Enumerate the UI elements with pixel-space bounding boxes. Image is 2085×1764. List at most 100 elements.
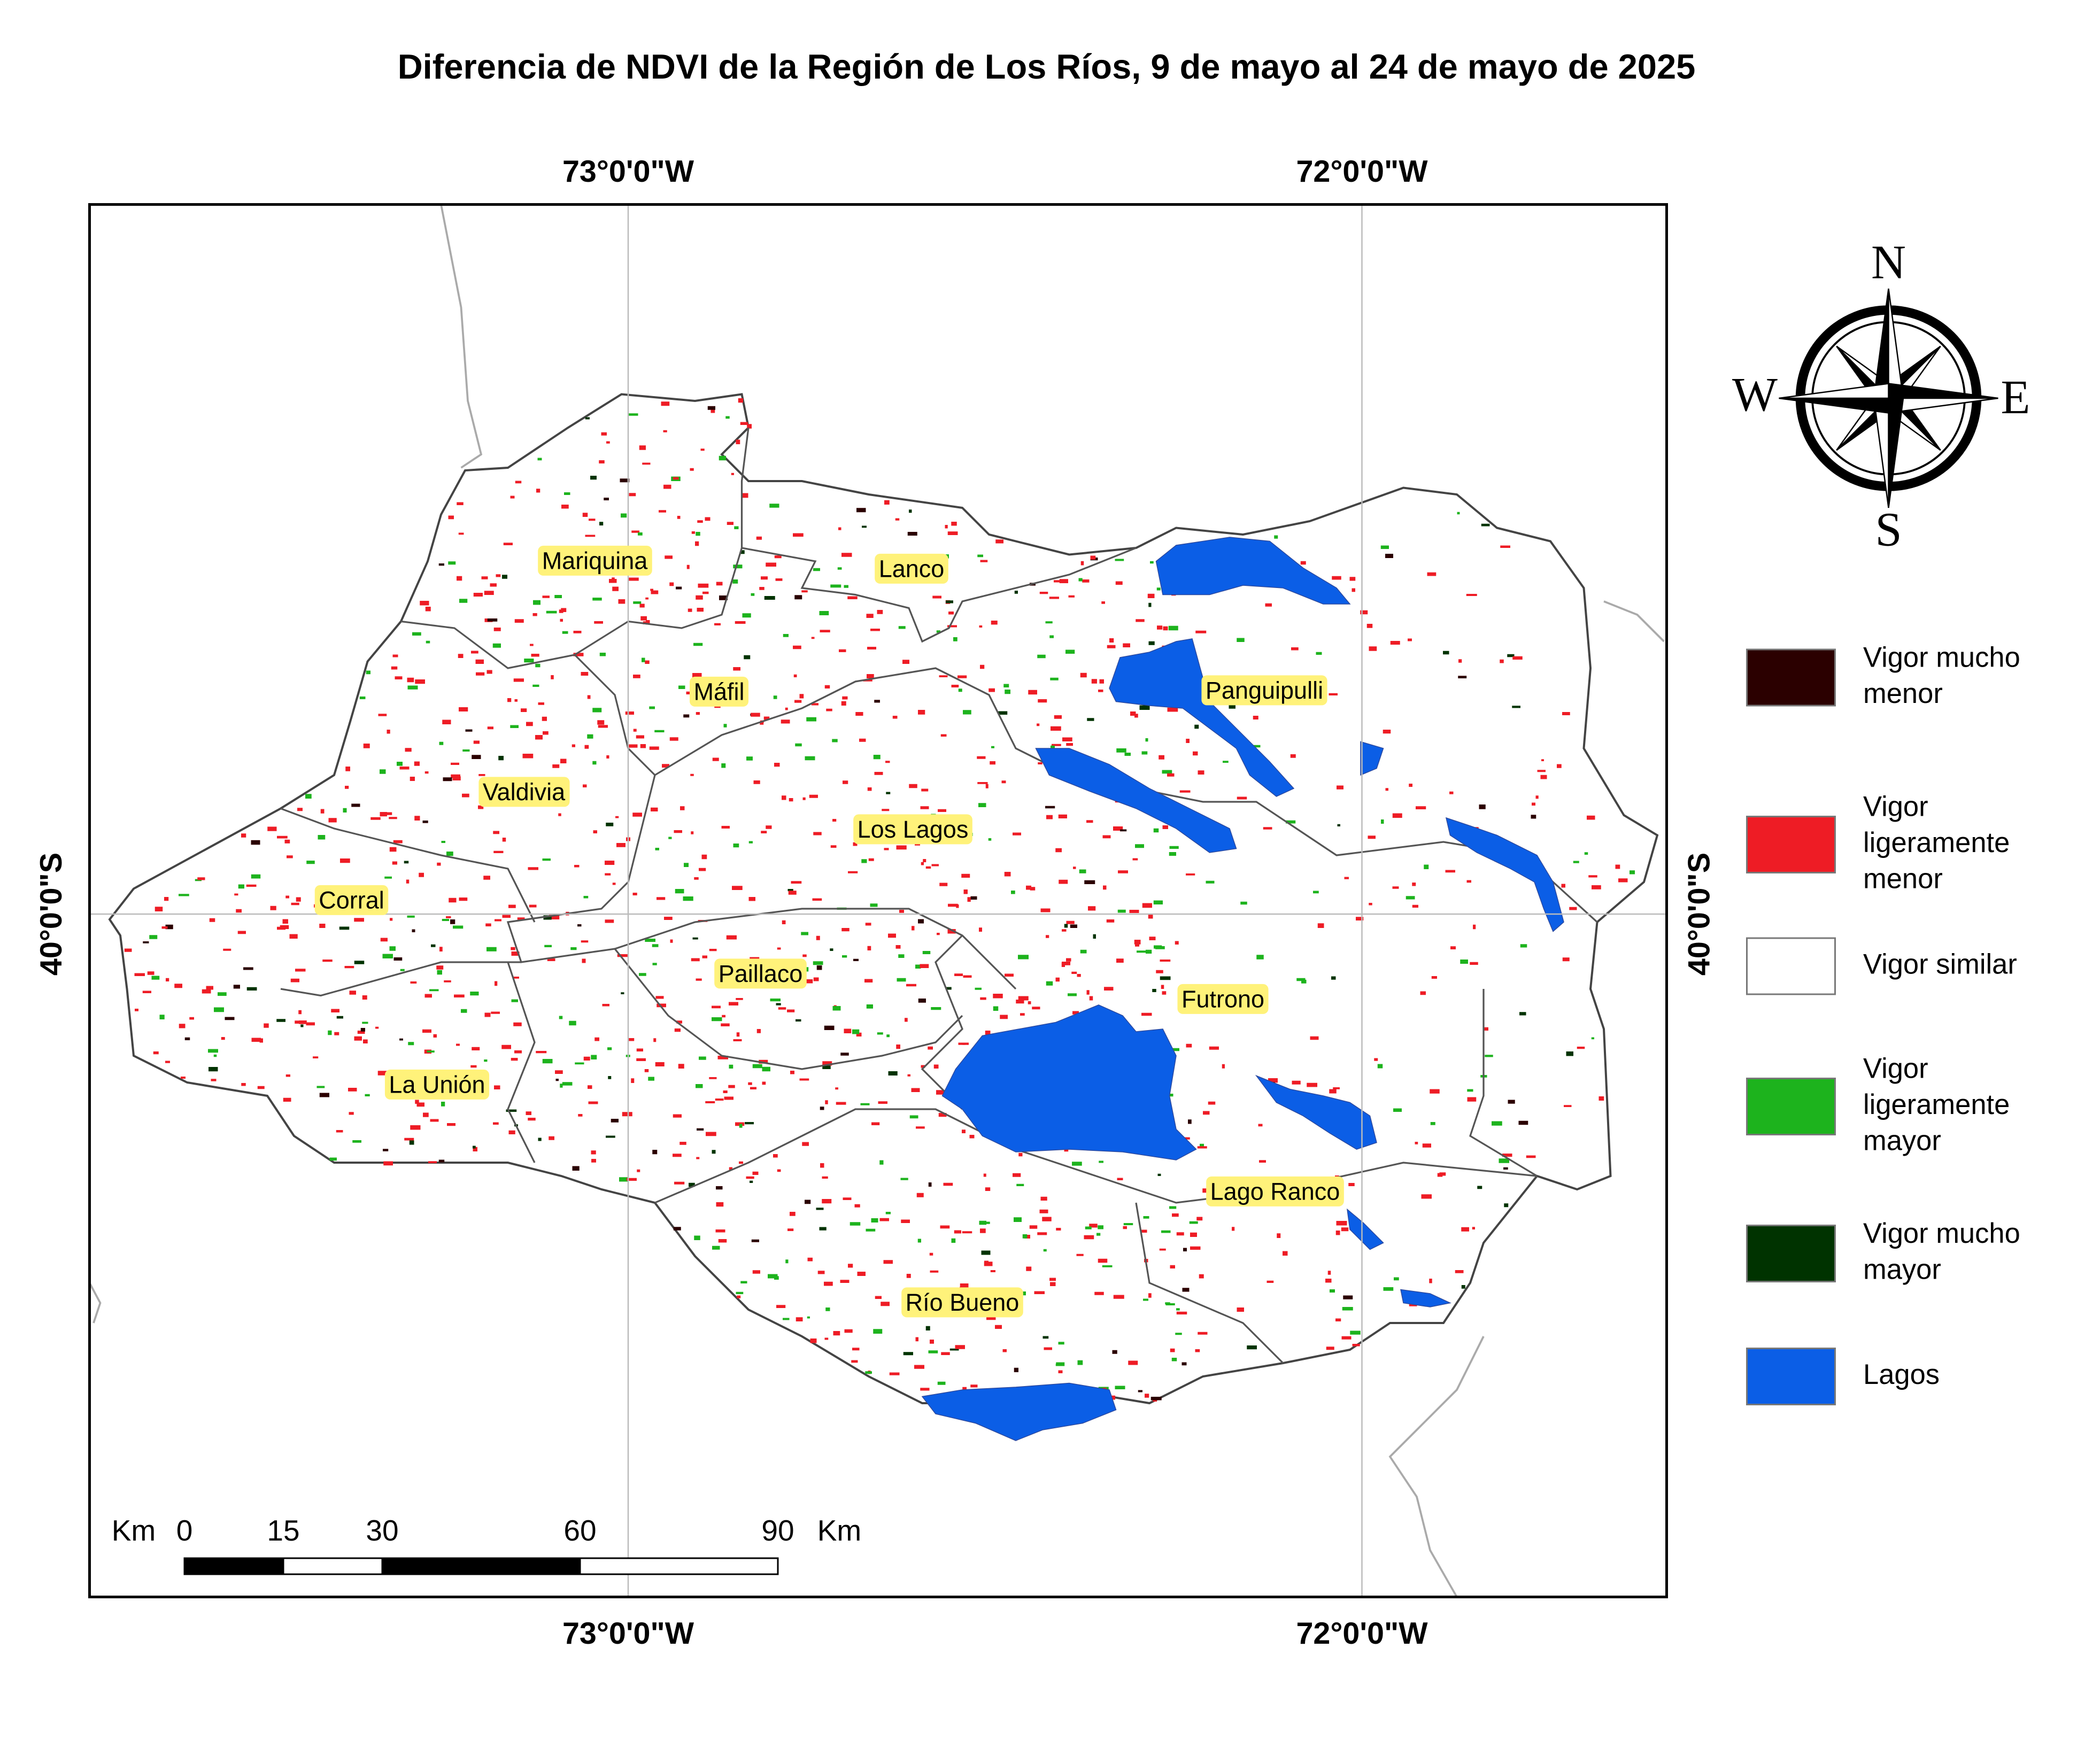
ndvi-pixel [1148, 602, 1152, 607]
ndvi-pixel [701, 854, 707, 860]
ndvi-pixel [1029, 1225, 1038, 1229]
ndvi-pixel [1310, 1036, 1319, 1040]
ndvi-pixel [478, 805, 484, 809]
ndvi-pixel [300, 1024, 304, 1027]
ndvi-pixel [937, 1381, 946, 1385]
ndvi-pixel [820, 1107, 824, 1110]
ndvi-pixel [393, 840, 403, 844]
ndvi-pixel [414, 816, 420, 821]
ndvi-pixel [825, 1307, 830, 1311]
ndvi-pixel [1337, 785, 1343, 790]
ndvi-pixel [694, 877, 699, 880]
ndvi-pixel [1383, 730, 1391, 734]
ndvi-pixel [536, 489, 540, 493]
ndvi-pixel [529, 904, 537, 908]
ndvi-pixel [348, 1088, 357, 1092]
legend-swatch [1746, 1225, 1836, 1282]
ndvi-pixel [213, 1054, 217, 1057]
ndvi-pixel [1045, 621, 1053, 624]
ndvi-pixel [679, 1142, 686, 1145]
legend-label: Vigor [1863, 791, 1928, 822]
place-label: Mariquina [542, 547, 648, 574]
ndvi-pixel [328, 818, 337, 823]
ndvi-pixel [577, 924, 582, 927]
commune-border [280, 961, 521, 997]
ndvi-pixel [472, 755, 481, 759]
ndvi-pixel [963, 975, 972, 978]
ndvi-pixel [1077, 1360, 1083, 1365]
ndvi-pixel [1115, 559, 1124, 561]
ndvi-pixel [1169, 1048, 1179, 1051]
ndvi-pixel [257, 1086, 265, 1089]
ndvi-pixel [471, 651, 478, 654]
ndvi-pixel [954, 973, 963, 976]
ndvi-pixel [384, 876, 392, 879]
ndvi-pixel [980, 997, 986, 1000]
ndvi-pixel [813, 832, 822, 835]
ndvi-pixel [410, 1125, 421, 1130]
ndvi-pixel [1369, 903, 1372, 906]
commune-border [400, 547, 743, 669]
ndvi-pixel [980, 664, 985, 669]
ndvi-pixel [1393, 1108, 1402, 1112]
ndvi-pixel [819, 1227, 827, 1231]
ndvi-pixel [1348, 1183, 1355, 1186]
ndvi-pixel [134, 973, 145, 976]
ndvi-pixel [1479, 804, 1486, 809]
legend-label: Vigor similar [1863, 948, 2017, 980]
ndvi-pixel [251, 840, 260, 845]
ndvi-pixel [1455, 1270, 1464, 1273]
ndvi-pixel [259, 1038, 263, 1043]
ndvi-pixel [605, 861, 615, 865]
ndvi-pixel [511, 951, 520, 956]
ndvi-pixel [1186, 1043, 1192, 1048]
ndvi-pixel [648, 1077, 654, 1081]
ndvi-pixel [542, 1059, 553, 1064]
ndvi-pixel [1618, 878, 1628, 883]
ndvi-pixel [796, 1019, 801, 1022]
ndvi-pixel [1014, 1367, 1018, 1372]
ndvi-pixel [909, 784, 917, 788]
ndvi-pixel [1168, 625, 1178, 631]
ndvi-pixel [1333, 1087, 1340, 1089]
ndvi-pixel [1098, 1225, 1103, 1229]
ndvi-pixel [1504, 1203, 1509, 1208]
ndvi-pixel [1018, 1152, 1023, 1157]
ndvi-pixel [424, 994, 432, 998]
ndvi-pixel [787, 1009, 795, 1012]
ndvi-pixel [517, 917, 525, 920]
ndvi-pixel [1416, 806, 1426, 809]
ndvi-pixel [657, 897, 666, 900]
ndvi-pixel [762, 1081, 766, 1085]
ndvi-pixel [453, 925, 464, 929]
ndvi-pixel [983, 1173, 986, 1177]
ndvi-pixel [340, 858, 350, 863]
ndvi-pixel [907, 532, 917, 536]
ndvi-pixel [1518, 1120, 1528, 1125]
ndvi-pixel [1360, 610, 1368, 615]
ndvi-pixel [166, 978, 169, 981]
graticule-label: 72°0'0"W [1296, 154, 1428, 189]
ndvi-pixel [1091, 679, 1097, 684]
ndvi-pixel [264, 1023, 269, 1028]
ndvi-pixel [776, 1003, 781, 1005]
ndvi-pixel [390, 918, 393, 921]
ndvi-pixel [736, 439, 740, 444]
ndvi-pixel [1050, 677, 1059, 680]
ndvi-pixel [696, 978, 702, 981]
ndvi-pixel [921, 1065, 925, 1068]
ndvi-pixel [608, 1076, 612, 1079]
ndvi-pixel [674, 1181, 685, 1185]
ndvi-pixel [1458, 659, 1462, 663]
ndvi-pixel [783, 1318, 790, 1320]
ndvi-pixel [989, 688, 995, 692]
ndvi-pixel [1335, 1231, 1340, 1235]
ndvi-pixel [633, 729, 637, 732]
ndvi-pixel [1200, 1143, 1204, 1147]
ndvi-pixel [1120, 829, 1127, 832]
ndvi-pixel [494, 1085, 500, 1089]
ndvi-pixel [830, 948, 833, 951]
ndvi-pixel [422, 1029, 431, 1033]
ndvi-pixel [764, 596, 775, 600]
ndvi-pixel [1176, 1232, 1184, 1236]
